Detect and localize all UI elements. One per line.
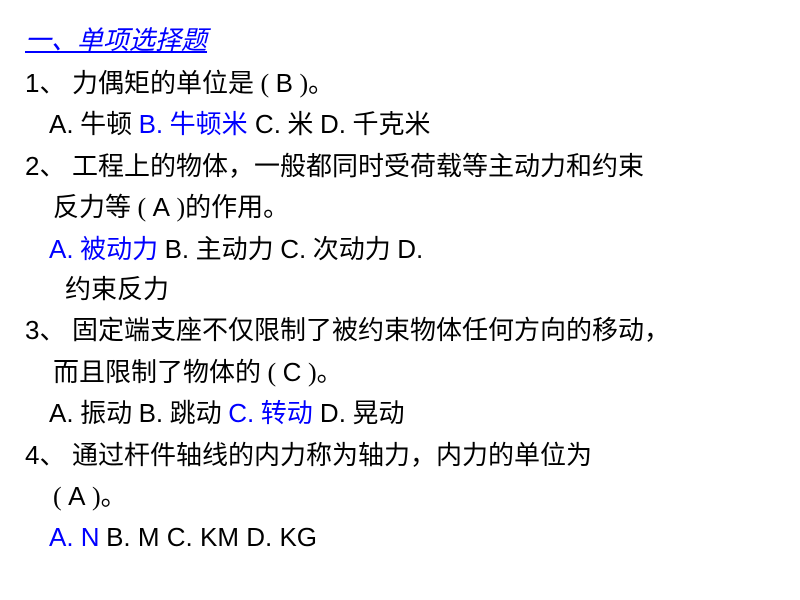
q2-opt-a-text: 被动力 [74, 235, 159, 264]
question-1-text: 1、 力偶矩的单位是 ( B )。 [25, 65, 775, 102]
q3-opt-a-label: A. [49, 398, 74, 428]
q2-opt-c-label: C. [280, 234, 306, 264]
q2-options-cont: 约束反力 [25, 272, 775, 308]
q2-answer: A [153, 192, 170, 222]
q1-opt-c-text: 米 [281, 110, 320, 139]
q1-opt-b-label: B. [139, 109, 164, 139]
q2-opt-d-label: D. [397, 234, 423, 264]
q3-opt-a-text: 振动 [74, 399, 139, 428]
q1-opt-b-text: 牛顿米 [163, 110, 248, 139]
question-4: 4、 通过杆件轴线的内力称为轴力，内力的单位为 ( A )。 A. N B. M… [25, 437, 775, 557]
q4-text2-suffix: )。 [86, 482, 127, 511]
q4-opt-d-text: KG [272, 522, 317, 552]
q3-opt-b-label: B. [139, 398, 164, 428]
q2-opt-b-label: B. [165, 234, 190, 264]
q4-opt-a-label: A. [49, 522, 74, 552]
q3-num: 3 [25, 315, 39, 345]
question-2: 2、 工程上的物体，一般都同时受荷载等主动力和约束 反力等 ( A )的作用。 … [25, 148, 775, 309]
q4-options: A. N B. M C. KM D. KG [25, 519, 775, 556]
q4-text1: 、 通过杆件轴线的内力称为轴力，内力的单位为 [39, 441, 592, 470]
q1-text-suffix: )。 [293, 69, 334, 98]
question-2-text-line2: 反力等 ( A )的作用。 [25, 189, 775, 226]
q2-options: A. 被动力 B. 主动力 C. 次动力 D. [25, 231, 775, 268]
question-3-text-line2: 而且限制了物体的 ( C )。 [25, 354, 775, 391]
q3-text2-suffix: )。 [301, 358, 342, 387]
q2-num: 2 [25, 151, 39, 181]
q3-opt-d-text: 晃动 [346, 399, 405, 428]
q4-opt-c-label: C. [167, 522, 193, 552]
q2-opt-b-text: 主动力 [189, 235, 280, 264]
q2-text1: 、 工程上的物体，一般都同时受荷载等主动力和约束 [39, 152, 644, 181]
q4-opt-a-text: N [74, 522, 100, 552]
q4-opt-c-text: KM [193, 522, 246, 552]
section-title: 一、单项选择题 [25, 20, 775, 57]
q1-opt-d-label: D. [320, 109, 346, 139]
q4-opt-b-text: M [131, 522, 167, 552]
q1-opt-c-label: C. [248, 109, 281, 139]
q1-answer: B [276, 68, 293, 98]
q4-opt-d-label: D. [246, 522, 272, 552]
q3-answer: C [283, 357, 302, 387]
q3-text1: 、 固定端支座不仅限制了被约束物体任何方向的移动， [39, 316, 670, 345]
q3-opt-b-text: 跳动 [163, 399, 228, 428]
q3-opt-c-label: C. [228, 398, 254, 428]
q1-opt-a-text: 牛顿 [74, 110, 139, 139]
q3-text2-prefix: 而且限制了物体的 ( [53, 358, 283, 387]
question-3: 3、 固定端支座不仅限制了被约束物体任何方向的移动， 而且限制了物体的 ( C … [25, 312, 775, 432]
q2-text2-suffix: )的作用。 [170, 193, 289, 222]
q1-options: A. 牛顿 B. 牛顿米 C. 米 D. 千克米 [25, 106, 775, 143]
q1-text-prefix: 、 力偶矩的单位是 ( [39, 69, 275, 98]
q2-opt-a-label: A. [49, 234, 74, 264]
q2-text2-prefix: 反力等 ( [53, 193, 153, 222]
q4-text2-prefix: ( [53, 482, 68, 511]
q1-num: 1 [25, 68, 39, 98]
question-1: 1、 力偶矩的单位是 ( B )。 A. 牛顿 B. 牛顿米 C. 米 D. 千… [25, 65, 775, 144]
question-4-text-line1: 4、 通过杆件轴线的内力称为轴力，内力的单位为 [25, 437, 775, 474]
question-3-text-line1: 3、 固定端支座不仅限制了被约束物体任何方向的移动， [25, 312, 775, 349]
q4-opt-b-label: B. [106, 522, 131, 552]
question-4-text-line2: ( A )。 [25, 478, 775, 515]
q1-opt-a-label: A. [49, 109, 74, 139]
q4-num: 4 [25, 440, 39, 470]
q3-opt-c-text: 转动 [254, 399, 313, 428]
question-2-text-line1: 2、 工程上的物体，一般都同时受荷载等主动力和约束 [25, 148, 775, 185]
q3-options: A. 振动 B. 跳动 C. 转动 D. 晃动 [25, 395, 775, 432]
q2-opt-c-text: 次动力 [306, 235, 397, 264]
q1-opt-d-text: 千克米 [346, 110, 431, 139]
q2-opt-d-text: 约束反力 [65, 275, 169, 304]
q3-opt-d-label: D. [313, 398, 346, 428]
q4-answer: A [68, 481, 85, 511]
